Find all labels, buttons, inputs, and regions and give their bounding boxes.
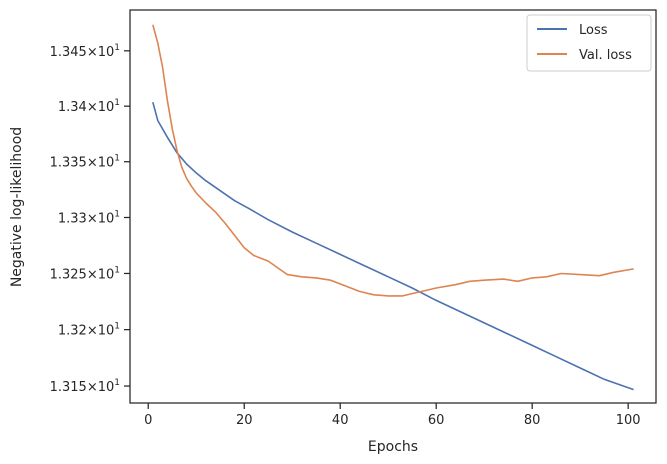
legend-label-loss: Loss [579, 23, 608, 38]
y-tick-label: 1.335×101 [50, 154, 120, 171]
y-axis-ticks: 1.315×101 1.32×101 1.325×101 1.33×101 1.335×… [50, 43, 130, 395]
y-tick-label: 1.315×101 [50, 378, 120, 395]
y-axis-label: Negative log-likelihood [9, 127, 25, 287]
x-tick-label: 80 [524, 413, 541, 428]
y-tick-label: 1.325×101 [50, 265, 120, 282]
x-tick-label: 20 [236, 413, 253, 428]
legend-label-val-loss: Val. loss [579, 48, 632, 63]
series-line-1 [152, 24, 634, 297]
x-tick-label: 40 [332, 413, 349, 428]
x-axis-ticks: 0 20 40 60 80 100 [144, 403, 641, 428]
y-tick-label: 1.345×101 [50, 43, 120, 60]
plot-frame [129, 9, 657, 404]
y-tick-label: 1.32×101 [58, 322, 120, 339]
series-line-0 [152, 102, 634, 391]
x-tick-label: 100 [616, 413, 641, 428]
x-axis-label: Epochs [368, 439, 418, 455]
x-tick-label: 60 [428, 413, 445, 428]
y-tick-label: 1.33×101 [58, 209, 120, 226]
x-tick-label: 0 [144, 413, 152, 428]
plot-background [130, 10, 656, 403]
legend: Loss Val. loss [526, 14, 652, 72]
y-tick-label: 1.34×101 [58, 98, 120, 115]
series-layer [152, 24, 634, 391]
